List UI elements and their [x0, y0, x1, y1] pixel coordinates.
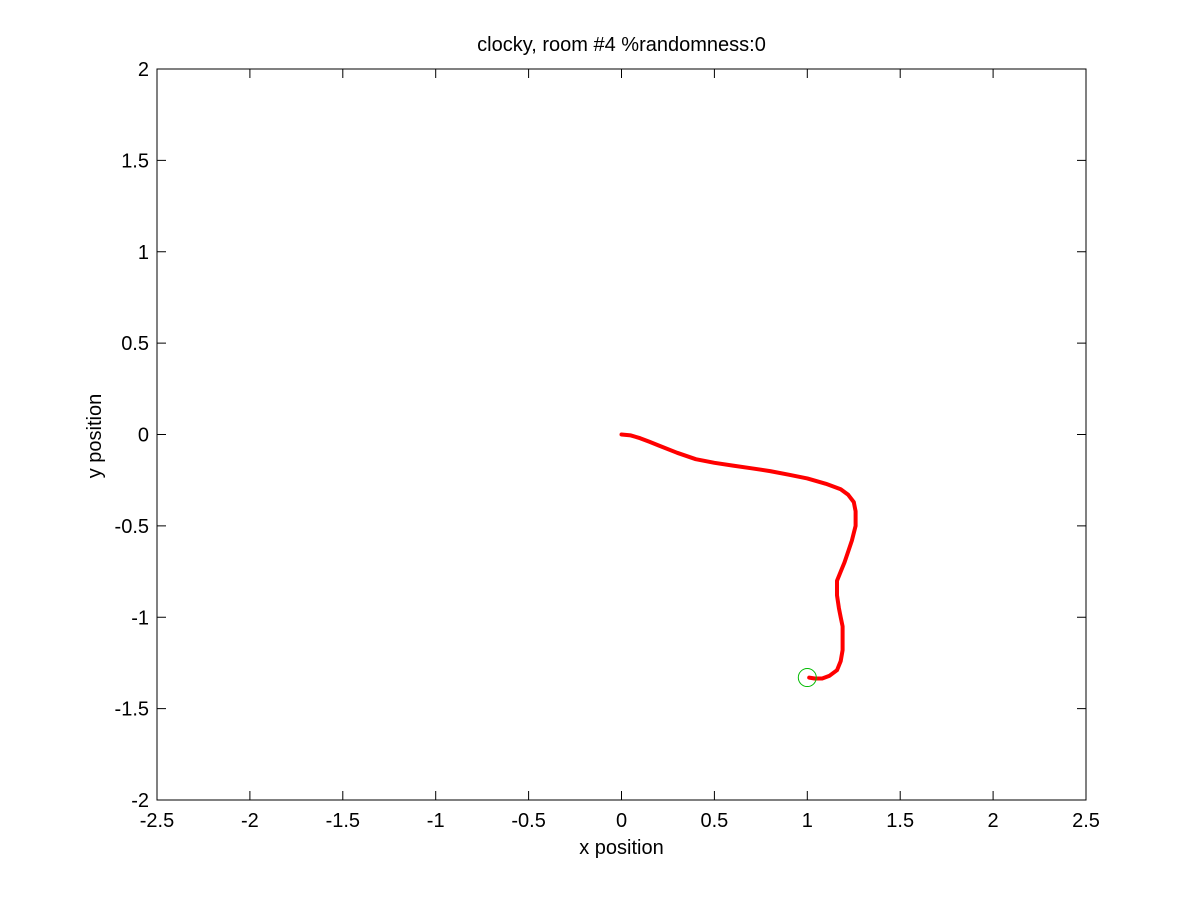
y-tick-label: -1 — [131, 607, 149, 629]
trajectory-line — [619, 432, 858, 681]
plot-frame — [156, 68, 1087, 801]
x-tick-label: 0.5 — [700, 810, 728, 832]
y-tick-label: -0.5 — [115, 516, 149, 538]
y-tick-label: -1.5 — [115, 699, 149, 721]
y-tick-label: 0.5 — [121, 333, 149, 355]
y-tick-label: 1 — [138, 242, 149, 264]
y-tick-label: 0 — [138, 425, 149, 447]
x-tick-label: -1.5 — [326, 810, 360, 832]
y-tick-label: 1.5 — [121, 150, 149, 172]
y-tick-label: -2 — [131, 790, 149, 812]
x-axis-title: x position — [579, 837, 664, 859]
x-tick-label: -2 — [241, 810, 259, 832]
x-tick-label: 0 — [616, 810, 627, 832]
x-tick-label: 2 — [988, 810, 999, 832]
y-tick-label: 2 — [138, 59, 149, 81]
x-tick-label: -2.5 — [140, 810, 174, 832]
ticks-layer: -2.5 -2 -1.5 -1 -0.5 0 0.5 1 1.5 2 2.5-2-1.5-1-0.5… — [115, 59, 1100, 832]
end-position-marker — [797, 668, 817, 688]
x-tick-label: -1 — [427, 810, 445, 832]
chart-title: clocky, room #4 %randomness:0 — [477, 34, 766, 56]
x-tick-label: 2.5 — [1072, 810, 1100, 832]
y-axis-title: y position — [84, 394, 106, 479]
x-tick-label: 1 — [802, 810, 813, 832]
data-layer — [619, 432, 858, 688]
x-tick-label: -0.5 — [511, 810, 545, 832]
x-tick-label: 1.5 — [886, 810, 914, 832]
